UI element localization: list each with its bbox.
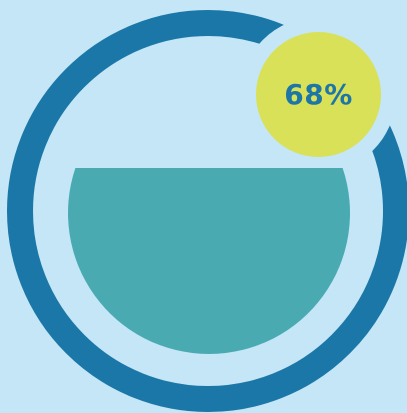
percentage-label: 68%	[284, 78, 353, 111]
progress-ring	[7, 10, 407, 412]
percentage-badge: 68%	[256, 32, 381, 157]
liquid-fill	[68, 168, 351, 354]
